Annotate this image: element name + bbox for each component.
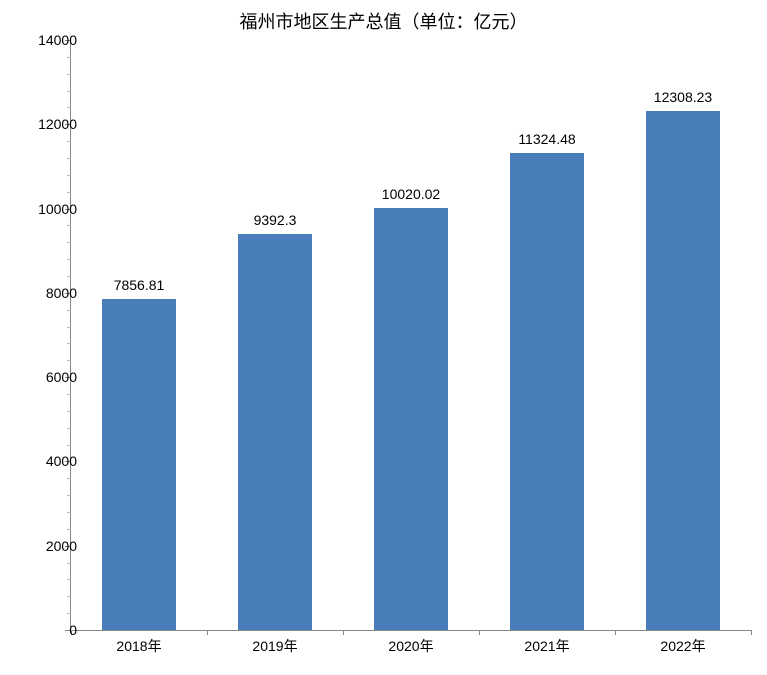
y-minor-tick (67, 529, 71, 530)
y-minor-tick (67, 512, 71, 513)
y-minor-tick (67, 495, 71, 496)
y-minor-tick (67, 242, 71, 243)
x-category-label: 2021年 (487, 636, 607, 656)
bar-value-label: 7856.81 (79, 277, 199, 293)
y-minor-tick (67, 478, 71, 479)
y-minor-tick (67, 259, 71, 260)
chart-container: 福州市地区生产总值（单位：亿元） 7856.812018年9392.32019年… (0, 0, 767, 675)
x-tick (207, 630, 208, 635)
bar-value-label: 12308.23 (623, 89, 743, 105)
y-minor-tick (67, 158, 71, 159)
x-category-label: 2020年 (351, 636, 471, 656)
y-minor-tick (67, 360, 71, 361)
bar (510, 153, 585, 630)
y-tick-label: 6000 (17, 369, 77, 385)
y-minor-tick (67, 613, 71, 614)
y-minor-tick (67, 411, 71, 412)
y-minor-tick (67, 310, 71, 311)
y-tick-label: 4000 (17, 453, 77, 469)
y-minor-tick (67, 225, 71, 226)
y-tick-label: 12000 (17, 116, 77, 132)
y-minor-tick (67, 74, 71, 75)
bar (374, 208, 449, 630)
bar (238, 234, 313, 630)
y-minor-tick (67, 563, 71, 564)
y-minor-tick (67, 343, 71, 344)
plot-area: 7856.812018年9392.32019年10020.022020年1132… (70, 40, 751, 631)
y-minor-tick (67, 596, 71, 597)
y-tick-label: 14000 (17, 32, 77, 48)
y-tick-label: 2000 (17, 538, 77, 554)
y-minor-tick (67, 428, 71, 429)
bar-value-label: 11324.48 (487, 131, 607, 147)
bar-value-label: 9392.3 (215, 212, 335, 228)
y-minor-tick (67, 445, 71, 446)
bar (646, 111, 721, 630)
chart-title: 福州市地区生产总值（单位：亿元） (0, 8, 767, 34)
y-minor-tick (67, 57, 71, 58)
y-minor-tick (67, 175, 71, 176)
y-minor-tick (67, 192, 71, 193)
y-minor-tick (67, 276, 71, 277)
y-tick-label: 10000 (17, 201, 77, 217)
y-minor-tick (67, 394, 71, 395)
y-minor-tick (67, 141, 71, 142)
y-minor-tick (67, 91, 71, 92)
y-tick-label: 0 (17, 622, 77, 638)
x-tick (615, 630, 616, 635)
x-category-label: 2022年 (623, 636, 743, 656)
x-category-label: 2018年 (79, 636, 199, 656)
y-minor-tick (67, 327, 71, 328)
y-tick-label: 8000 (17, 285, 77, 301)
bar-value-label: 10020.02 (351, 186, 471, 202)
x-tick (479, 630, 480, 635)
y-minor-tick (67, 107, 71, 108)
x-tick (343, 630, 344, 635)
y-minor-tick (67, 579, 71, 580)
bar (102, 299, 177, 630)
x-category-label: 2019年 (215, 636, 335, 656)
x-tick (751, 630, 752, 635)
